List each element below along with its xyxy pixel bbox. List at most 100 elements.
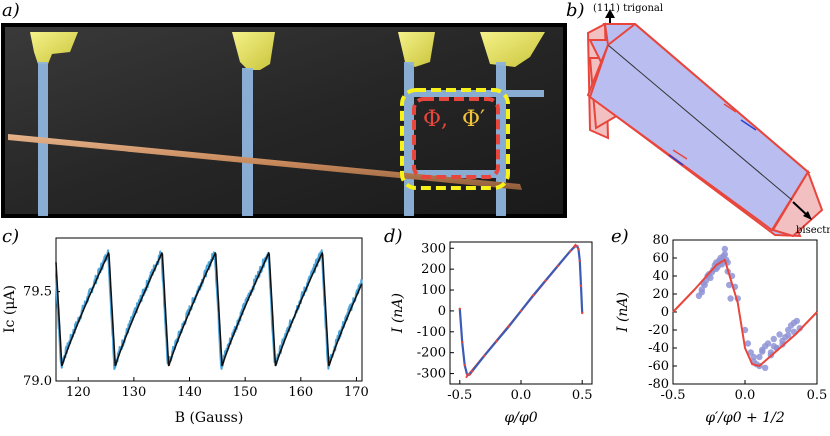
- chart-d-point-2: [463, 364, 466, 367]
- chart-c-xtick-label-0: 120: [66, 385, 91, 400]
- contact-pad-2: [232, 32, 275, 70]
- chart-e-point-42: [776, 331, 783, 338]
- crystal-body: [588, 23, 810, 232]
- chart-d-ylabel: I (nA): [390, 293, 406, 334]
- chart-e: -0.5 0.0 0.5 80 60 40 20 0 -20 -40 -60 -80 φ′/φ0 + 1…: [615, 233, 827, 426]
- chart-d-point-4: [468, 373, 471, 376]
- chart-d-point-16: [577, 248, 580, 251]
- chart-d-xtick-label-0: -0.5: [447, 388, 472, 403]
- chart-d-ytick-label-1: 200: [421, 262, 446, 277]
- chart-e-ytick-label-7: -60: [648, 359, 669, 374]
- loop-yellow-outline: [400, 88, 510, 190]
- chart-d-ytick-label-3: 0: [438, 304, 446, 319]
- bisectrix-label: bisectrix: [796, 225, 830, 236]
- chart-e-ylabel: I (nA): [615, 292, 631, 333]
- trigonal-axis-arrowhead: [605, 9, 615, 18]
- panel-b-label: b): [566, 0, 585, 21]
- chart-d-xtick-label-2: 0.5: [572, 388, 593, 403]
- chart-e-ytick-label-5: -20: [648, 323, 669, 338]
- chart-d-point-6: [483, 354, 486, 358]
- chart-c-xtick-label-5: 170: [344, 385, 369, 400]
- chart-e-point-56: [790, 319, 798, 326]
- panel-a-label: a): [2, 0, 20, 21]
- chart-c-xtick-label-1: 130: [121, 385, 146, 400]
- chart-d-xtick-label-1: 0.0: [511, 388, 532, 403]
- chart-d-point-12: [556, 264, 559, 268]
- chart-e-xlabel: φ′/φ0 + 1/2: [705, 410, 785, 426]
- chart-d-point-17: [578, 259, 581, 262]
- chart-e-point-57: [750, 353, 757, 361]
- chart-e-xtick-label-0: -0.5: [660, 388, 685, 403]
- chart-e-point-40: [770, 335, 777, 343]
- chart-d-ytick-label-0: 300: [421, 241, 446, 256]
- chart-e-ytick-label-6: -40: [648, 341, 669, 356]
- chart-e-point-38: [764, 340, 772, 347]
- chart-e-ytick-label-4: 0: [661, 305, 669, 320]
- chart-d-point-13: [568, 250, 572, 253]
- chart-d-ytick-label-6: -300: [417, 367, 446, 382]
- chart-d-ytick-label-4: -100: [417, 325, 446, 340]
- bisectrix-arrowhead: [803, 211, 812, 220]
- current-arrow-blue-1: [740, 119, 757, 131]
- lead-2: [242, 68, 253, 216]
- chart-e-point-25: [721, 251, 729, 258]
- chart-d-frame: [449, 241, 593, 385]
- chart-e-point-59: [770, 343, 777, 350]
- flux-label-red: Φ,: [423, 107, 448, 132]
- nanowire: [8, 134, 522, 190]
- chart-e-point-19: [698, 289, 705, 296]
- chart-c-xlabel: B (Gauss): [175, 410, 244, 426]
- chart-d-ytick-label-5: -200: [417, 346, 446, 361]
- chart-e-point-55: [785, 332, 792, 339]
- chart-d-ytick-label-2: 100: [421, 283, 446, 298]
- chart-c-ytick-label-1: 79.5: [23, 285, 52, 300]
- chart-e-series-fit: [672, 258, 818, 367]
- lead-3: [404, 62, 414, 216]
- crystal-edge-2: [607, 23, 636, 46]
- chart-e-ytick-label-1: 60: [652, 251, 669, 266]
- chart-d-point-19: [581, 311, 584, 315]
- current-arrow-red-2: [672, 149, 688, 160]
- chart-c-ytick-label-0: 79.0: [23, 374, 52, 389]
- chart-d-point-10: [532, 294, 535, 297]
- chart-e-ytick-label-3: 20: [652, 287, 669, 302]
- chart-c-ylabel: Ic (μA): [2, 285, 18, 333]
- chart-c-xtick-label-2: 140: [177, 385, 202, 400]
- chart-d-point-15: [576, 244, 579, 248]
- chart-e-point-35: [756, 353, 763, 361]
- chart-d-point-8: [507, 325, 510, 328]
- chart-d-point-9: [519, 309, 523, 313]
- contact-pads: [30, 32, 545, 70]
- chart-e-point-31: [744, 340, 752, 347]
- panel-d-label: d): [384, 226, 403, 247]
- chart-c: 120 130 140 150 160 170 79.0 79.5 B (Gauss) Ic (μ…: [2, 237, 369, 426]
- lead-4: [496, 62, 506, 216]
- chart-c-series-fit: [55, 252, 363, 367]
- trigonal-axis-label: (111) trigonal: [593, 3, 663, 14]
- chart-c-xtick-label-4: 160: [288, 385, 313, 400]
- chart-d-point-3: [465, 373, 469, 376]
- loop-top-bar: [404, 90, 544, 97]
- contact-pad-4: [480, 32, 545, 67]
- chart-c-frame: [55, 237, 363, 382]
- chart-e-xtick-label-1: 0.0: [735, 388, 756, 403]
- chart-c-xtick-label-3: 150: [233, 385, 258, 400]
- chart-e-frame: [672, 239, 818, 385]
- chart-d-point-5: [470, 370, 474, 373]
- chart-e-ytick-label-2: 40: [652, 269, 669, 284]
- chart-e-ytick-label-8: -80: [648, 377, 669, 392]
- chart-e-point-51: [761, 364, 769, 371]
- panel-a-micrograph: Φ, Φ′: [1, 23, 567, 218]
- chart-d-point-0: [458, 307, 461, 311]
- loop-red-outline: [412, 97, 500, 179]
- flux-label-yellow: Φ′: [462, 107, 485, 132]
- chart-d-point-7: [495, 339, 498, 343]
- chart-e-point-58: [759, 348, 766, 355]
- chart-d-point-18: [579, 284, 583, 288]
- chart-d-xlabel: φ/φ0: [504, 410, 537, 426]
- panel-b-crystal: (111) trigonal bisectrix: [586, 3, 830, 238]
- chart-d-point-14: [573, 245, 577, 248]
- current-arrow-blue-2: [668, 154, 684, 166]
- chart-d-point-1: [461, 341, 464, 344]
- current-arrow-red-1: [723, 103, 737, 113]
